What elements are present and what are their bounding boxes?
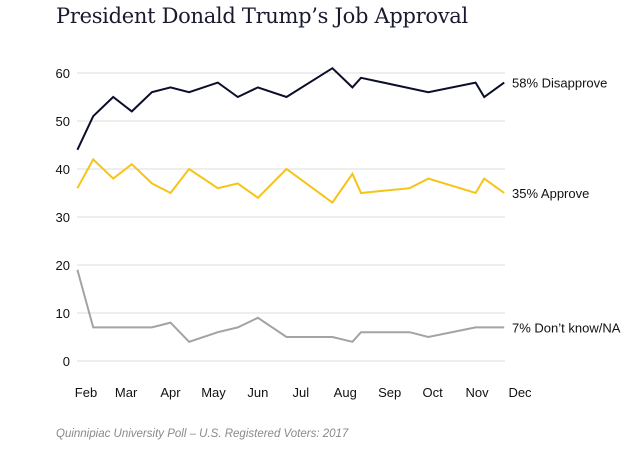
y-tick-label: 40 [56,162,70,177]
y-tick-label: 10 [56,306,70,321]
x-tick-label: Nov [465,385,489,400]
x-tick-label: Apr [160,385,181,400]
series-label: 58% Disapprove [512,76,607,91]
x-tick-label: Sep [378,385,401,400]
series-label: 7% Don’t know/NA [512,320,621,335]
y-tick-label: 20 [56,258,70,273]
x-tick-label: Aug [334,385,357,400]
series-line [76,157,505,205]
x-tick-label: Dec [508,385,532,400]
y-tick-label: 0 [63,354,70,369]
series-label: 35% Approve [512,186,589,201]
x-tick-label: Jun [247,385,268,400]
chart-title: President Donald Trump’s Job Approval [56,4,468,28]
series-line [76,66,505,151]
series-line [76,269,505,343]
x-tick-label: Feb [75,385,97,400]
source-note: Quinnipiac University Poll – U.S. Regist… [56,428,349,440]
x-tick-label: Jul [293,385,310,400]
x-tick-label: May [201,385,226,400]
x-tick-label: Oct [423,385,444,400]
y-tick-label: 30 [56,210,70,225]
x-tick-label: Mar [115,385,138,400]
y-tick-label: 60 [56,66,70,81]
y-tick-label: 50 [56,114,70,129]
